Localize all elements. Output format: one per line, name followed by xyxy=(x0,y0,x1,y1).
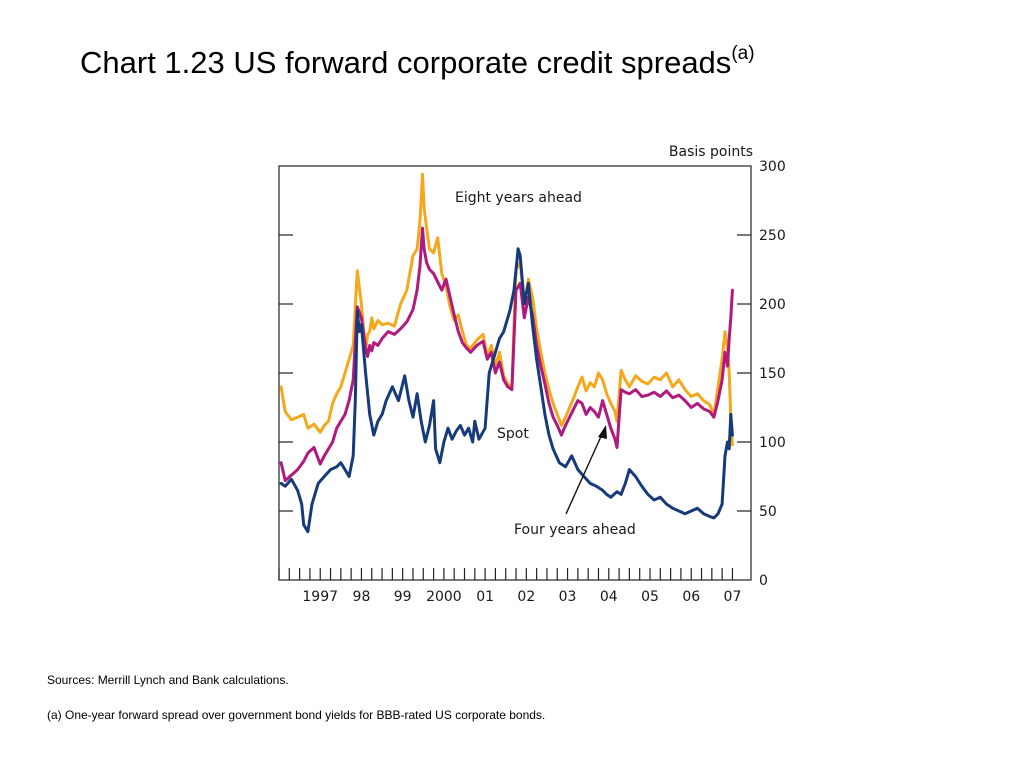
four-years-ahead-arrow-head xyxy=(598,425,607,439)
x-tick-label: 98 xyxy=(353,589,371,605)
y-axis: 0 50 100 150 200 250 300 xyxy=(279,159,786,589)
y-tick-label: 100 xyxy=(759,435,786,451)
chart-title: Chart 1.23 US forward corporate credit s… xyxy=(80,42,755,81)
series-spot-line xyxy=(279,247,734,534)
x-tick-label: 03 xyxy=(559,589,577,605)
y-tick-label: 0 xyxy=(759,573,768,589)
footnote: (a) One-year forward spread over governm… xyxy=(47,708,546,722)
x-tick-label: 2000 xyxy=(426,589,462,605)
x-tick-label: 99 xyxy=(394,589,412,605)
x-tick-label: 05 xyxy=(641,589,659,605)
spot-label: Spot xyxy=(497,426,529,442)
x-tick-label: 01 xyxy=(476,589,494,605)
four-years-ahead-label: Four years ahead xyxy=(514,522,636,538)
x-axis: 1997 98 99 2000 01 02 03 04 05 06 07 xyxy=(278,568,742,605)
x-tick-label: 04 xyxy=(600,589,618,605)
y-tick-label: 250 xyxy=(759,228,786,244)
x-tick-label: 06 xyxy=(682,589,700,605)
y-tick-label: 50 xyxy=(759,504,777,520)
eight-years-ahead-label: Eight years ahead xyxy=(455,190,582,206)
y-unit-label: Basis points xyxy=(669,144,753,160)
x-tick-label: 02 xyxy=(517,589,535,605)
y-tick-label: 200 xyxy=(759,297,786,313)
x-tick-label: 07 xyxy=(724,589,742,605)
chart-title-text: Chart 1.23 US forward corporate credit s… xyxy=(80,45,732,80)
y-tick-label: 300 xyxy=(759,159,786,175)
sources-note: Sources: Merrill Lynch and Bank calculat… xyxy=(47,673,289,687)
series-layer xyxy=(279,172,734,534)
plot-frame xyxy=(278,165,752,581)
series-four-years-ahead-line xyxy=(279,226,734,483)
chart-title-footnote-marker: (a) xyxy=(731,42,755,64)
four-years-ahead-arrow-shaft xyxy=(565,431,604,515)
y-tick-label: 150 xyxy=(759,366,786,382)
x-tick-label: 1997 xyxy=(302,589,338,605)
